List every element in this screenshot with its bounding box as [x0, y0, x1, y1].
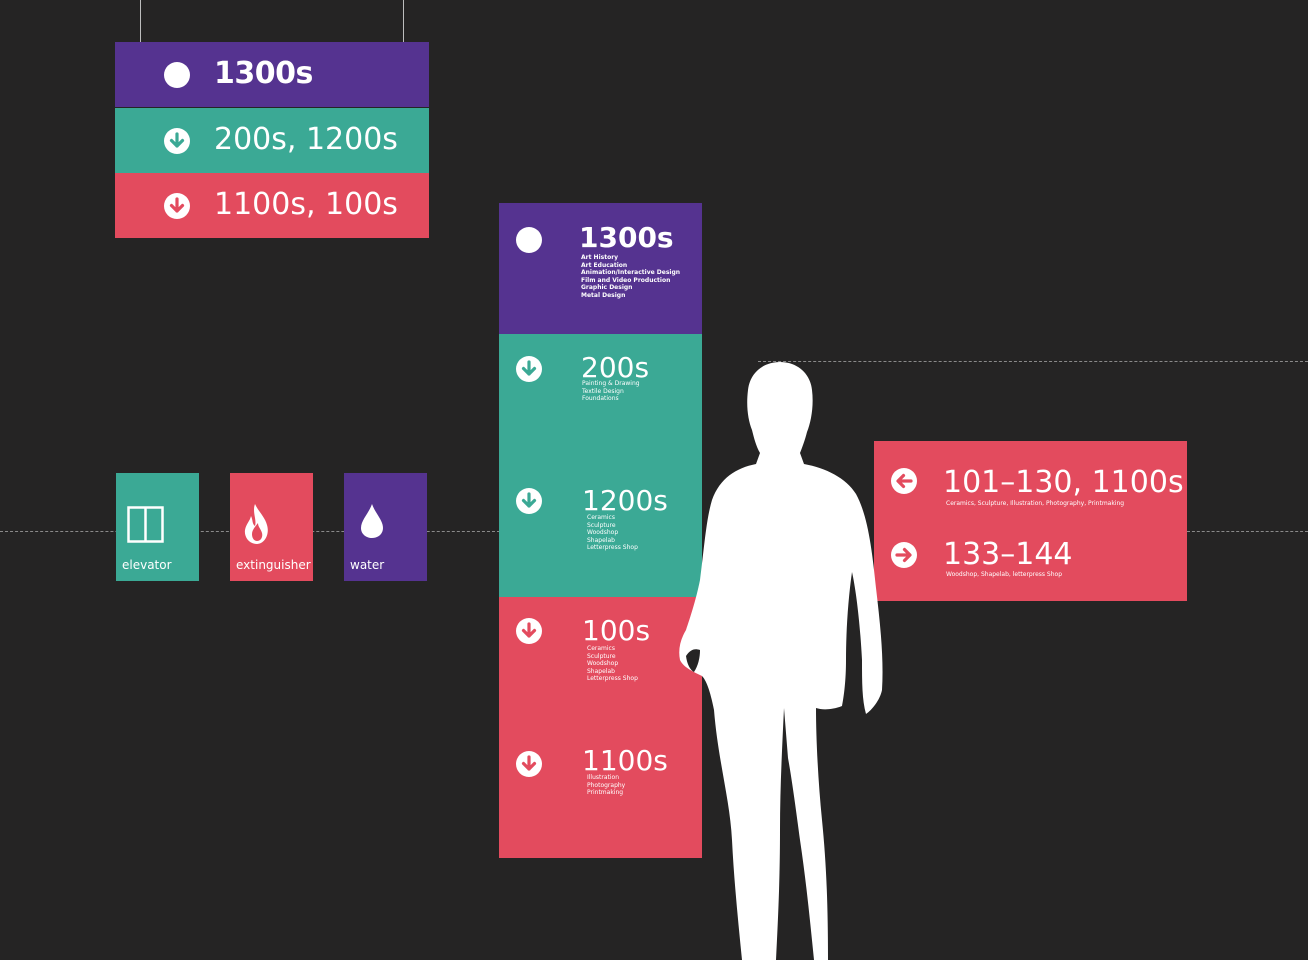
directory-item-list: Painting & Drawing Textile Design Founda… — [582, 380, 640, 403]
directory-item: Art History — [581, 254, 619, 261]
hanger-wire-right — [403, 0, 404, 42]
directory-item: Sculpture — [587, 652, 616, 660]
down-arrow-icon — [164, 193, 190, 219]
flame-icon — [243, 503, 271, 545]
hanging-sign-label: 1100s, 100s — [214, 187, 398, 222]
directory-number: 1100s — [582, 744, 668, 777]
water-label: water — [350, 558, 385, 572]
directory-item: Letterpress Shop — [587, 544, 638, 551]
directory-item: Film and Video Production — [581, 276, 671, 284]
right-arrow-icon — [891, 542, 917, 568]
directory-number: 1300s — [579, 221, 674, 254]
directory-item: Illustration — [587, 774, 620, 781]
directory-number: 200s — [581, 351, 650, 384]
directory-item: Shapelab — [587, 536, 615, 544]
left-arrow-icon — [891, 468, 917, 494]
directory-item: Shapelab — [587, 667, 615, 675]
down-arrow-icon — [516, 356, 542, 382]
directory-item-list: Ceramics Sculpture Woodshop Shapelab Let… — [587, 645, 638, 683]
height-guide-line — [758, 361, 1308, 362]
elevator-icon — [127, 506, 164, 543]
wall-sign-number: 101–130, 1100s — [943, 465, 1184, 500]
down-arrow-icon — [516, 488, 542, 514]
hanger-wire-left — [140, 0, 141, 42]
down-arrow-icon — [516, 751, 542, 777]
directory-item: Graphic Design — [581, 284, 633, 291]
eye-level-guide-line-right — [1187, 531, 1308, 532]
person-silhouette — [676, 360, 886, 960]
hanging-sign-label: 200s, 1200s — [214, 122, 398, 157]
elevator-sign: elevator — [116, 473, 199, 581]
directory-item: Foundations — [582, 395, 619, 402]
directory-item: Ceramics — [587, 645, 615, 652]
wall-sign-desc: Woodshop, Shapelab, letterpress Shop — [946, 571, 1063, 578]
hanging-sign-row: 1100s, 100s — [115, 173, 429, 238]
directory-item: Animation/Interactive Design — [581, 269, 681, 276]
directory-number: 100s — [582, 614, 651, 647]
directory-item: Printmaking — [587, 789, 624, 796]
directory-item-list: Ceramics Sculpture Woodshop Shapelab Let… — [587, 514, 638, 552]
down-arrow-icon — [516, 618, 542, 644]
wall-directional-sign: 101–130, 1100s Ceramics, Sculpture, Illu… — [874, 441, 1187, 601]
directory-item: Art Education — [581, 261, 628, 269]
directory-item: Photography — [587, 781, 626, 789]
directory-item-list: Art History Art Education Animation/Inte… — [581, 254, 680, 299]
down-arrow-icon — [164, 128, 190, 154]
directory-item: Sculpture — [587, 521, 616, 529]
water-sign: water — [344, 473, 427, 581]
hanging-sign-row: 200s, 1200s — [115, 108, 429, 173]
wall-sign-number: 133–144 — [943, 537, 1073, 572]
hanging-sign-label: 1300s — [214, 56, 313, 91]
directory-item: Textile Design — [582, 387, 624, 395]
directory-section-red: 100s Ceramics Sculpture Woodshop Shapela… — [499, 597, 702, 858]
directory-item: Letterpress Shop — [587, 675, 638, 682]
extinguisher-label: extinguisher — [236, 558, 311, 572]
directory-item-list: Illustration Photography Printmaking — [587, 774, 625, 797]
extinguisher-sign: extinguisher — [230, 473, 313, 581]
directory-item: Ceramics — [587, 514, 615, 521]
directory-item: Metal Design — [581, 291, 626, 299]
hanging-sign-row: 1300s — [115, 42, 429, 107]
directory-section-teal: 200s Painting & Drawing Textile Design F… — [499, 334, 702, 597]
directory-section-1300s: 1300s Art History Art Education Animatio… — [499, 203, 702, 334]
dot-icon — [516, 227, 542, 253]
elevator-label: elevator — [122, 558, 172, 572]
wall-sign-desc: Ceramics, Sculpture, Illustration, Photo… — [946, 500, 1125, 507]
directory-item: Painting & Drawing — [582, 380, 640, 387]
dot-icon — [164, 62, 190, 88]
water-drop-icon — [359, 503, 385, 539]
directory-item: Woodshop — [587, 529, 619, 536]
directory-item: Woodshop — [587, 660, 619, 667]
directory-number: 1200s — [582, 484, 668, 517]
